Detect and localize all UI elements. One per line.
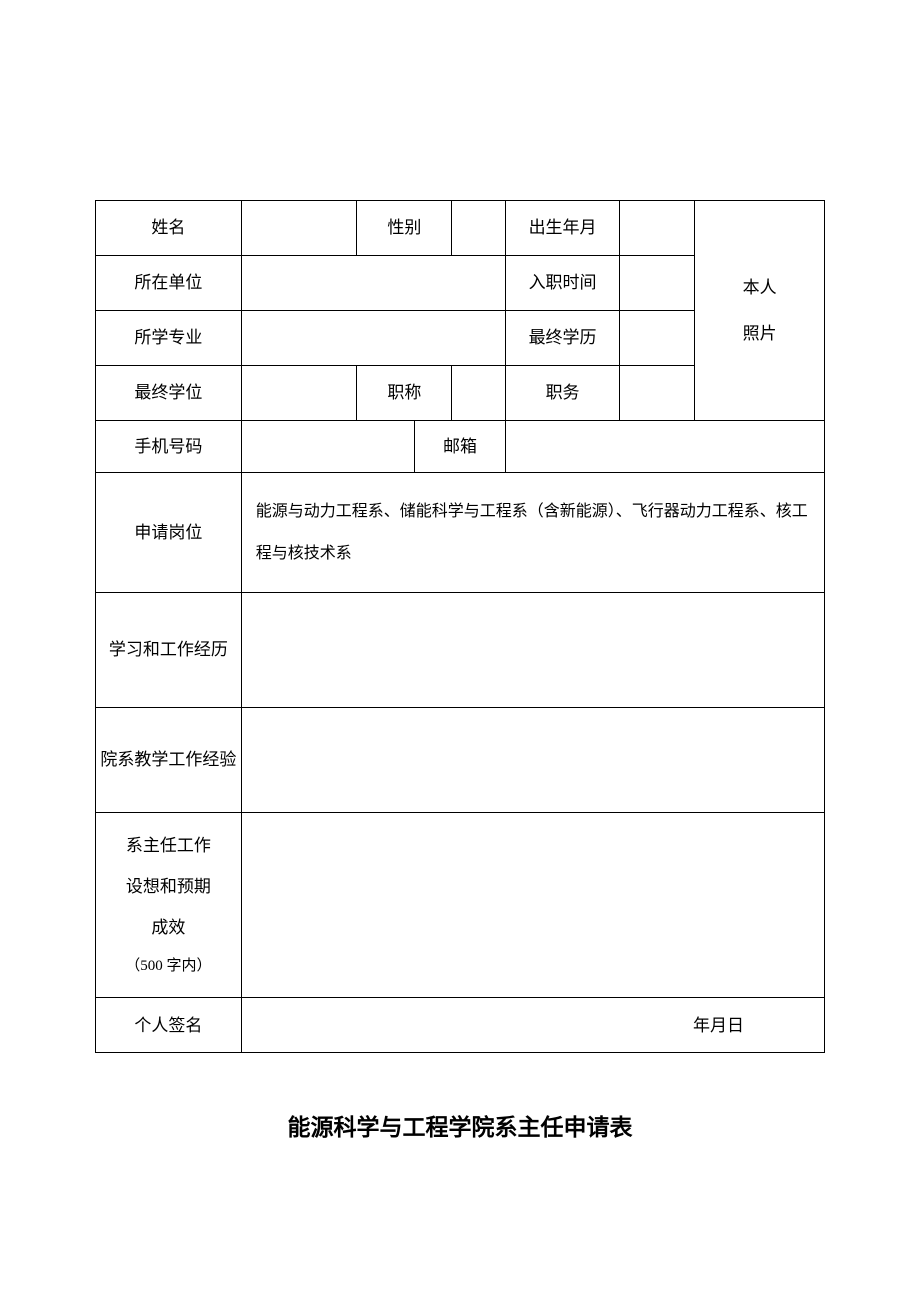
label-gender: 性别 [357, 201, 452, 256]
value-study-work[interactable] [241, 593, 824, 708]
label-title: 职称 [357, 366, 452, 421]
label-major: 所学专业 [96, 311, 242, 366]
value-birth[interactable] [619, 201, 695, 256]
label-plan-line3: 成效 [98, 908, 239, 949]
value-title[interactable] [452, 366, 506, 421]
page-container: 姓名 性别 出生年月 本人 照片 所在单位 入职时间 所学专业 最终学历 最终学… [0, 0, 920, 1142]
value-phone[interactable] [241, 421, 414, 473]
row-plan: 系主任工作 设想和预期 成效 （500 字内） [96, 813, 825, 998]
label-study-work: 学习和工作经历 [96, 593, 242, 708]
label-apply-post: 申请岗位 [96, 473, 242, 593]
photo-area[interactable]: 本人 照片 [695, 201, 825, 421]
label-birth: 出生年月 [506, 201, 619, 256]
row-study-work: 学习和工作经历 [96, 593, 825, 708]
value-major[interactable] [241, 311, 506, 366]
label-plan-line1: 系主任工作 [98, 826, 239, 867]
value-plan[interactable] [241, 813, 824, 998]
label-final-education: 最终学历 [506, 311, 619, 366]
application-form-table: 姓名 性别 出生年月 本人 照片 所在单位 入职时间 所学专业 最终学历 最终学… [95, 200, 825, 1053]
label-final-degree: 最终学位 [96, 366, 242, 421]
row-name: 姓名 性别 出生年月 本人 照片 [96, 201, 825, 256]
row-apply-post: 申请岗位 能源与动力工程系、储能科学与工程系（含新能源）、飞行器动力工程系、核工… [96, 473, 825, 593]
value-teach-exp[interactable] [241, 708, 824, 813]
label-phone: 手机号码 [96, 421, 242, 473]
value-unit[interactable] [241, 256, 506, 311]
value-gender[interactable] [452, 201, 506, 256]
value-position[interactable] [619, 366, 695, 421]
value-signature[interactable]: 年月日 [241, 998, 824, 1053]
row-teach-exp: 院系教学工作经验 [96, 708, 825, 813]
row-signature: 个人签名 年月日 [96, 998, 825, 1053]
value-entry-time[interactable] [619, 256, 695, 311]
label-email: 邮箱 [414, 421, 506, 473]
photo-label-1: 本人 [705, 274, 814, 301]
photo-label-2: 照片 [743, 324, 777, 343]
label-position: 职务 [506, 366, 619, 421]
page-title: 能源科学与工程学院系主任申请表 [95, 1108, 825, 1142]
label-signature: 个人签名 [96, 998, 242, 1053]
value-final-degree[interactable] [241, 366, 357, 421]
label-plan-line4: （500 字内） [98, 948, 239, 984]
value-apply-post[interactable]: 能源与动力工程系、储能科学与工程系（含新能源）、飞行器动力工程系、核工程与核技术… [241, 473, 824, 593]
label-unit: 所在单位 [96, 256, 242, 311]
label-name: 姓名 [96, 201, 242, 256]
value-final-education[interactable] [619, 311, 695, 366]
row-phone: 手机号码 邮箱 [96, 421, 825, 473]
label-teach-exp: 院系教学工作经验 [96, 708, 242, 813]
label-entry-time: 入职时间 [506, 256, 619, 311]
label-plan: 系主任工作 设想和预期 成效 （500 字内） [96, 813, 242, 998]
value-email[interactable] [506, 421, 825, 473]
sign-date: 年月日 [693, 1016, 744, 1035]
label-plan-line2: 设想和预期 [98, 867, 239, 908]
value-name[interactable] [241, 201, 357, 256]
